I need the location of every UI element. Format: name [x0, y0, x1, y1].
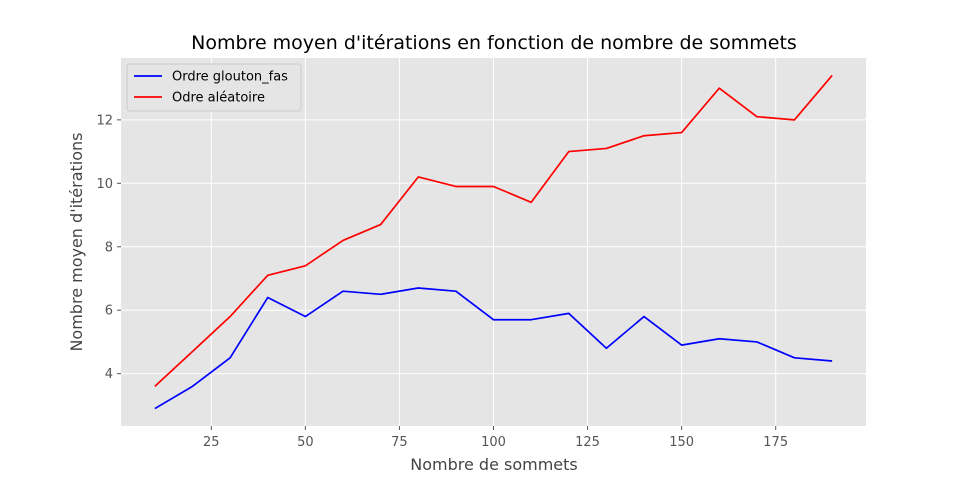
y-tick-label: 12	[96, 113, 113, 128]
y-tick-label: 4	[105, 367, 113, 382]
x-tick-label: 75	[391, 435, 408, 450]
legend-box	[126, 63, 302, 112]
y-axis-ticks: 4 6 8 10 12	[96, 113, 121, 382]
y-tick-label: 8	[105, 240, 113, 255]
series-line-1	[154, 287, 833, 410]
grid	[121, 58, 866, 426]
legend-label: Ordre glouton_fas	[172, 70, 288, 85]
y-tick-label: 6	[105, 304, 113, 319]
x-tick-label: 50	[297, 435, 314, 450]
x-tick-label: 100	[481, 435, 506, 450]
x-tick-label: 25	[203, 435, 220, 450]
series-line-2	[154, 74, 833, 387]
series-lines	[154, 74, 833, 410]
x-axis-ticks: 25 50 75 100 125 150 175	[203, 426, 788, 450]
legend-label: Odre aléatoire	[172, 91, 265, 106]
x-tick-label: 150	[669, 435, 694, 450]
chart-title: Nombre moyen d'itérations en fonction de…	[191, 32, 797, 54]
y-axis-label: Nombre moyen d'itérations	[67, 132, 86, 351]
legend: Ordre glouton_fas Odre aléatoire	[126, 63, 302, 112]
y-tick-label: 10	[96, 177, 113, 192]
x-tick-label: 125	[575, 435, 600, 450]
x-axis-label: Nombre de sommets	[410, 455, 578, 474]
x-tick-label: 175	[763, 435, 788, 450]
